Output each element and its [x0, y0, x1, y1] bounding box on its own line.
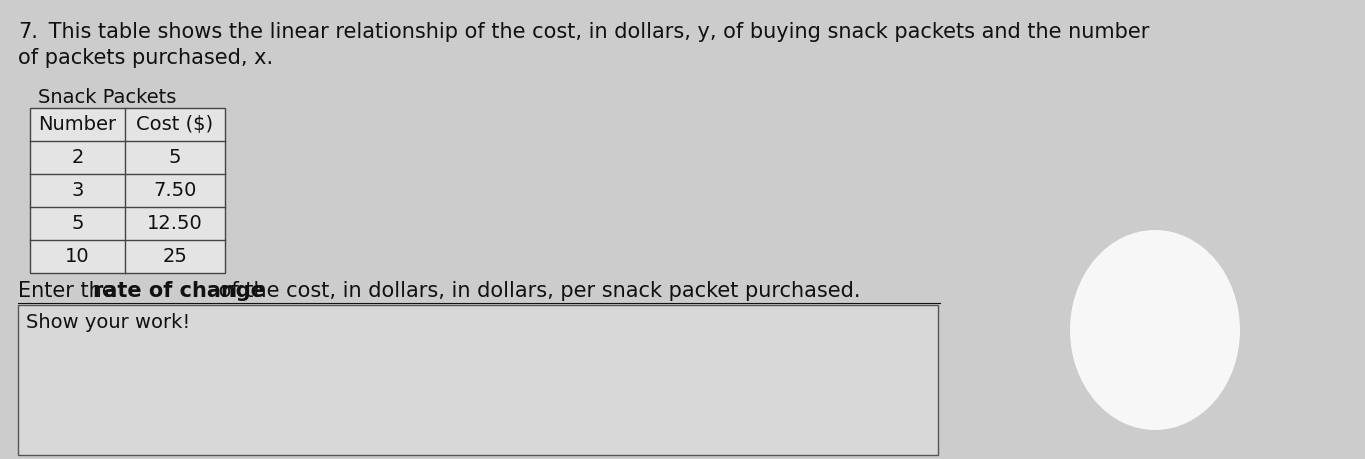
Text: Enter the: Enter the [18, 281, 121, 301]
Text: 2: 2 [71, 148, 83, 167]
Text: of the cost, in dollars, in dollars, per snack packet purchased.: of the cost, in dollars, in dollars, per… [212, 281, 860, 301]
Text: rate of change: rate of change [93, 281, 265, 301]
Text: 7.50: 7.50 [153, 181, 197, 200]
Text: This table shows the linear relationship of the cost, in dollars, y, of buying s: This table shows the linear relationship… [42, 22, 1149, 42]
Bar [30, 108, 225, 273]
Text: 3: 3 [71, 181, 83, 200]
Text: Number: Number [38, 115, 116, 134]
Text: Show your work!: Show your work! [26, 313, 190, 332]
Text: 5: 5 [71, 214, 83, 233]
Text: 5: 5 [169, 148, 182, 167]
Ellipse shape [1070, 230, 1239, 430]
Text: 7.: 7. [18, 22, 38, 42]
Text: 12.50: 12.50 [147, 214, 203, 233]
Bar [18, 305, 938, 455]
Text: of packets purchased, x.: of packets purchased, x. [18, 48, 273, 68]
Bar [30, 108, 225, 273]
Text: Snack Packets: Snack Packets [38, 88, 176, 107]
Text: Cost ($): Cost ($) [136, 115, 213, 134]
Text: 10: 10 [66, 247, 90, 266]
Text: 25: 25 [162, 247, 187, 266]
